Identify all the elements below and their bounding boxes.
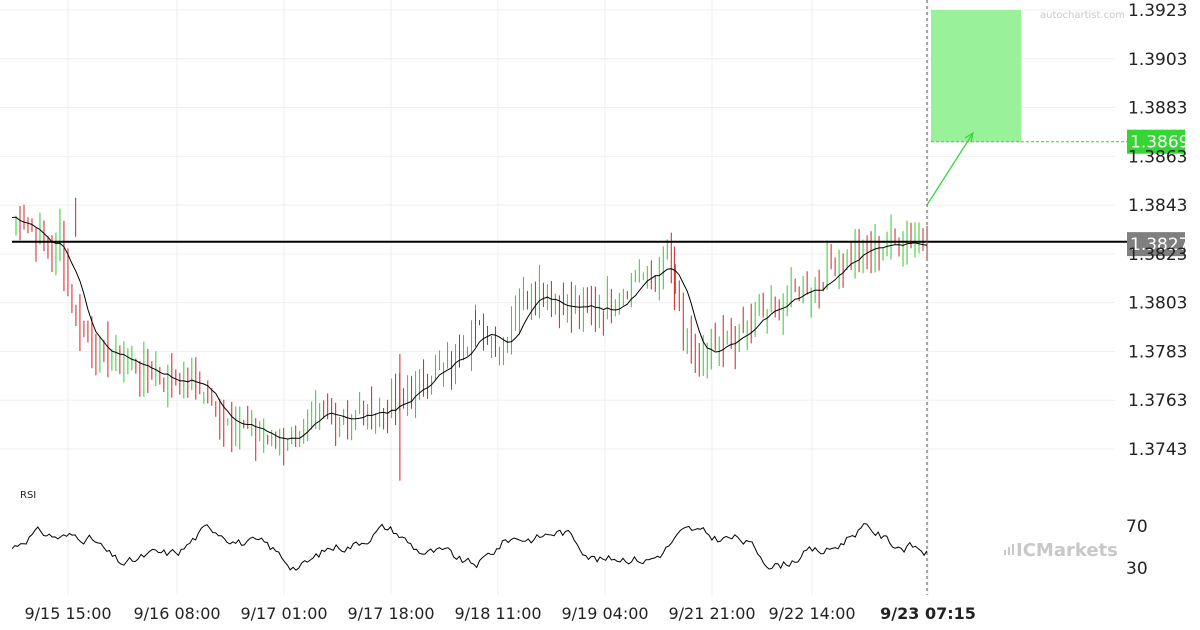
time-tick-label: 9/17 18:00: [347, 604, 434, 623]
time-tick-label: 9/16 08:00: [133, 604, 220, 623]
rsi-tick-label: 70: [1126, 517, 1148, 537]
price-tick-label: 1.3843: [1128, 196, 1187, 216]
logo-bar-icon: [1008, 547, 1010, 555]
price-tick-label: 1.3783: [1128, 342, 1187, 362]
moving-average-layer: [11, 216, 928, 440]
ic-markets-logo: ICMarkets: [1004, 540, 1118, 561]
price-tick-label: 1.3903: [1128, 50, 1187, 70]
time-tick-label: 9/23 07:15: [880, 604, 976, 623]
time-tick-label: 9/17 01:00: [240, 604, 327, 623]
rsi-tick-label: 30: [1126, 559, 1148, 579]
price-tick-label: 1.3883: [1128, 99, 1187, 119]
autochartist-watermark: autochartist.com: [1040, 10, 1125, 21]
price-tick-label: 1.3763: [1128, 391, 1187, 411]
levels-layer: 1.3827 1.3869: [12, 0, 1189, 595]
arrow-head-icon: [964, 131, 974, 143]
time-tick-label: 9/22 14:00: [768, 604, 855, 623]
target-price-tag: [1127, 129, 1185, 154]
logo-bar-icon: [1004, 550, 1006, 555]
time-tick-label: 9/21 21:00: [668, 604, 755, 623]
price-tick-label: 1.3863: [1128, 147, 1187, 167]
price-tick-label: 1.3743: [1128, 440, 1187, 460]
price-tick-label: 1.3923: [1128, 1, 1187, 21]
time-axis: 9/15 15:00 9/16 08:00 9/17 01:00 9/17 18:00…: [24, 604, 975, 623]
time-tick-label: 9/15 15:00: [24, 604, 111, 623]
logo-bar-icon: [1012, 544, 1014, 555]
price-tick-label: 1.3803: [1128, 294, 1187, 314]
forecast-arrow: [926, 132, 974, 206]
time-tick-label: 9/18 11:00: [454, 604, 541, 623]
current-price-tag: [1127, 232, 1185, 257]
candles-layer: [15, 197, 928, 481]
price-axis: 1.39231.39031.38831.38631.38431.38231.38…: [1128, 1, 1187, 460]
price-tick-label: 1.3823: [1128, 245, 1187, 265]
time-tick-label: 9/19 04:00: [561, 604, 648, 623]
rsi-label: RSI: [20, 490, 36, 501]
rsi-line: [11, 522, 928, 571]
price-grid: [0, 0, 1115, 595]
target-price-label: 1.3869: [1130, 133, 1189, 153]
current-price-label: 1.3827: [1130, 235, 1189, 255]
moving-average-line: [11, 216, 928, 440]
brand-name: ICMarkets: [1016, 540, 1118, 561]
target-zone: [931, 10, 1021, 142]
rsi-panel: 70 30: [11, 517, 1148, 579]
target-zone-layer: [931, 10, 1021, 142]
